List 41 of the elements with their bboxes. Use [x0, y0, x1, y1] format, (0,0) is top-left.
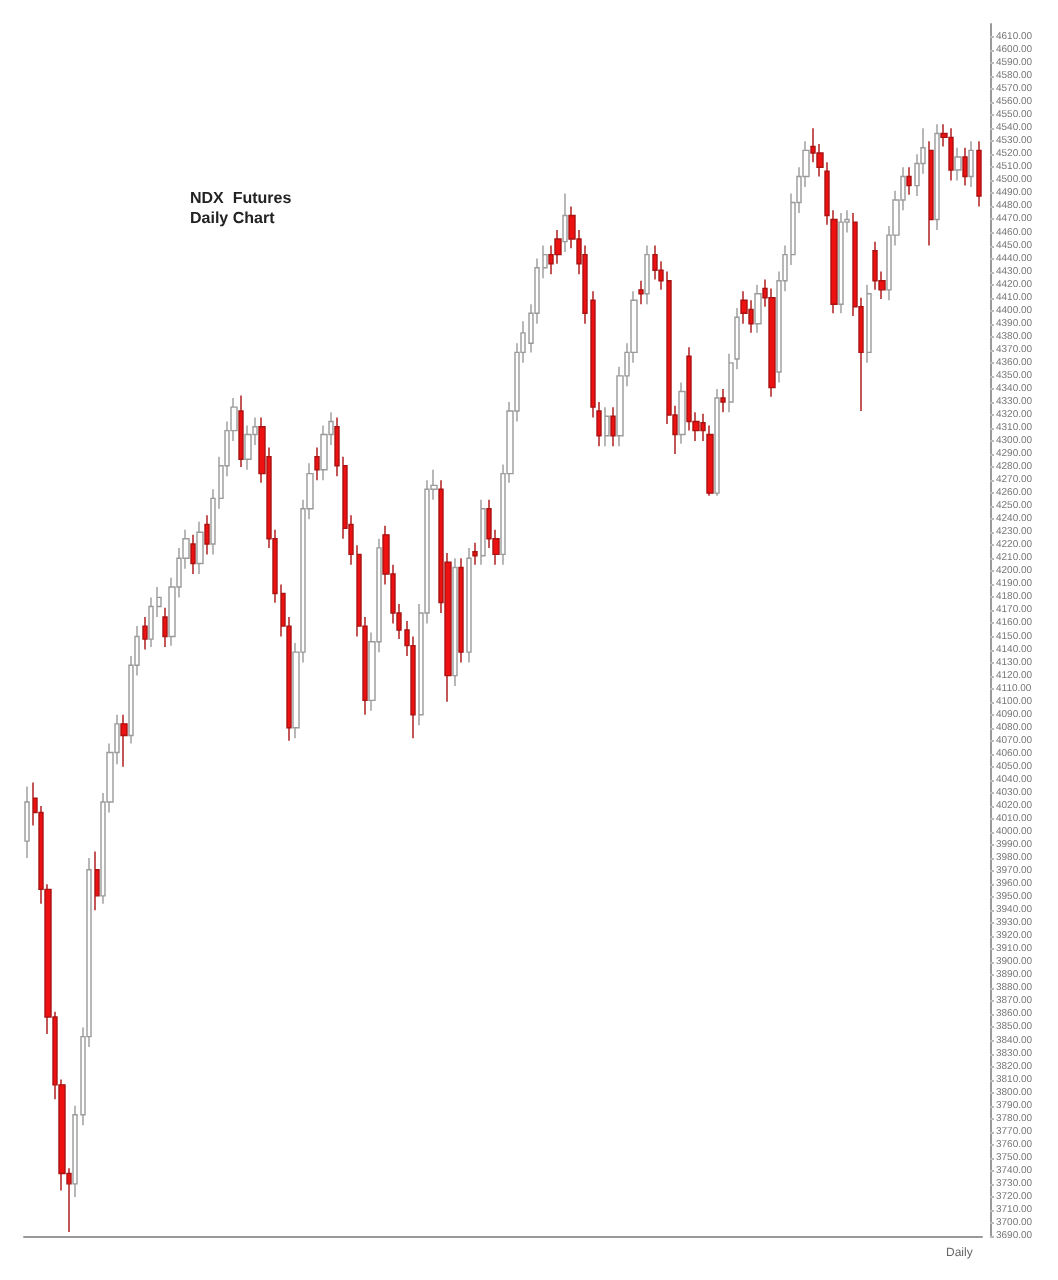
candlestick	[452, 557, 458, 687]
candlestick	[768, 287, 776, 398]
candlestick	[740, 290, 748, 325]
candlestick	[314, 446, 320, 481]
candlestick	[472, 541, 478, 566]
candlestick	[948, 127, 954, 182]
candlestick	[866, 283, 872, 364]
candlestick	[962, 147, 968, 187]
candlestick	[720, 388, 726, 414]
candlestick	[928, 140, 934, 247]
text: Daily Chart	[190, 209, 276, 227]
candlestick	[120, 714, 128, 768]
candlestick	[480, 498, 486, 566]
candlestick	[142, 616, 148, 651]
candlestick	[162, 607, 168, 648]
candlestick	[238, 394, 244, 468]
candlestick	[906, 166, 912, 196]
candlestick	[976, 140, 982, 208]
candlestick	[678, 381, 686, 445]
candlestick	[954, 147, 962, 182]
candlestick	[754, 283, 762, 334]
candlestick	[604, 406, 610, 447]
text: NDX Futures	[190, 189, 293, 207]
candlestick	[190, 534, 196, 575]
candlestick	[466, 547, 472, 664]
candlestick	[968, 140, 974, 188]
candlestick	[748, 299, 754, 334]
candlestick	[244, 424, 252, 471]
candlestick	[638, 280, 644, 305]
candlestick	[204, 514, 210, 556]
candlestick	[562, 192, 568, 253]
candlestick	[714, 388, 720, 497]
candlestick	[838, 212, 844, 315]
candlestick	[196, 521, 204, 575]
candlestick	[644, 244, 650, 305]
candlestick	[872, 240, 878, 291]
candlestick	[24, 785, 30, 859]
candlestick	[934, 123, 940, 231]
candlestick	[610, 406, 616, 447]
candlestick	[94, 850, 100, 911]
candlestick	[458, 557, 464, 664]
